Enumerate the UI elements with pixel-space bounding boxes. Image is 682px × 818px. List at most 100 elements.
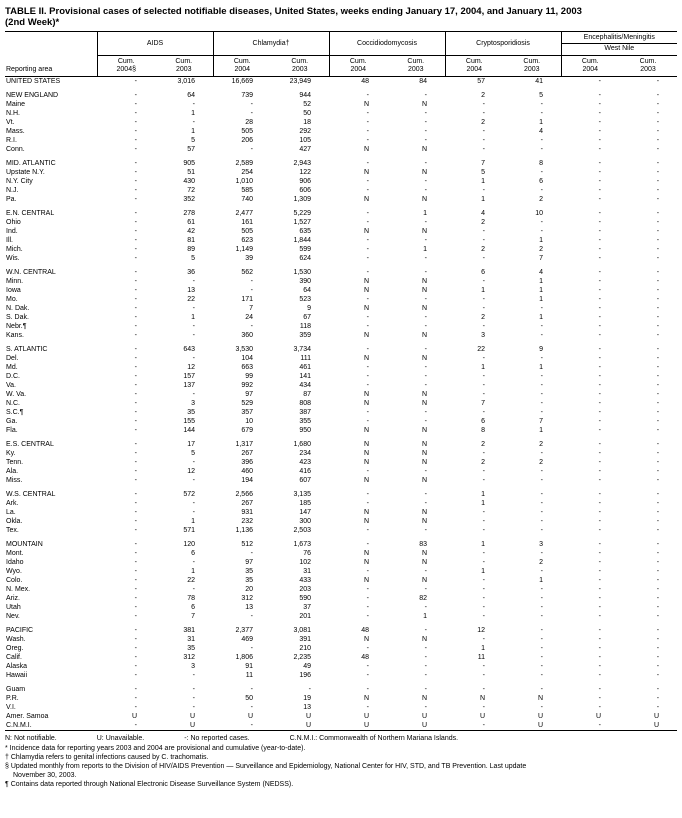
value-cell: - xyxy=(598,364,602,371)
value-cell: - xyxy=(656,577,660,584)
value-cell: 300 xyxy=(299,518,311,525)
value-cell: - xyxy=(540,604,544,611)
value-cell: 76 xyxy=(303,550,311,557)
table-row: N. Mex. - - 20 203 - - - - - - xyxy=(5,585,677,594)
column-subheader: Cum. 2004 xyxy=(560,55,620,77)
value-cell: 157 xyxy=(183,373,195,380)
value-cell: - xyxy=(656,314,660,321)
subheader-row: Cum. 2004§ Cum. 2003 Cum. 2004 Cum. 2003 Cum. 200… xyxy=(5,55,678,77)
column-group-header: Chlamydia† xyxy=(212,31,329,56)
value-cell: N xyxy=(363,169,369,176)
legend-item: U: Unavailable. xyxy=(96,735,145,742)
table-row: Ill. - 81 623 1,844 - - - 1 - - xyxy=(5,236,677,245)
value-cell: 1 xyxy=(423,210,428,217)
value-cell: N xyxy=(363,559,369,566)
value-cell: U xyxy=(537,722,544,729)
value-cell: - xyxy=(656,355,660,362)
value-cell: - xyxy=(598,169,602,176)
value-cell: - xyxy=(598,128,602,135)
value-cell: U xyxy=(131,713,137,720)
value-cell: - xyxy=(482,518,486,525)
reporting-area-cell: P.R. xyxy=(6,695,19,702)
value-cell: - xyxy=(250,645,253,652)
value-cell: 52 xyxy=(303,101,311,108)
value-cell: - xyxy=(540,568,544,575)
reporting-area-cell: Ill. xyxy=(6,237,13,244)
value-cell: 3 xyxy=(191,400,195,407)
value-cell: - xyxy=(656,146,660,153)
value-cell: - xyxy=(656,391,660,398)
reporting-area-cell: Amer. Samoa xyxy=(6,713,49,720)
value-cell: - xyxy=(598,101,602,108)
value-cell: - xyxy=(540,468,544,475)
value-cell: 267 xyxy=(241,500,253,507)
value-cell: - xyxy=(598,595,602,602)
value-cell: 2,235 xyxy=(293,654,311,661)
value-cell: - xyxy=(134,400,137,407)
value-cell: 78 xyxy=(187,595,195,602)
value-cell: - xyxy=(482,586,486,593)
value-cell: - xyxy=(598,613,602,620)
value-cell: N xyxy=(363,450,369,457)
value-cell: 19 xyxy=(303,695,311,702)
value-cell: - xyxy=(656,613,660,620)
value-cell: 9 xyxy=(307,305,311,312)
reporting-area-cell: N.Y. City xyxy=(6,178,33,185)
value-cell: - xyxy=(482,613,486,620)
table-row: P.R. - - 50 19 N N N N - - xyxy=(5,694,677,703)
value-cell: N xyxy=(363,518,369,525)
reporting-area-cell: MID. ATLANTIC xyxy=(6,160,56,167)
value-cell: - xyxy=(134,704,137,711)
table-row: Mass. - 1 505 292 - - - 4 - - xyxy=(5,127,677,136)
value-cell: - xyxy=(656,255,660,262)
value-cell: - xyxy=(134,613,137,620)
value-cell: - xyxy=(656,654,660,661)
value-cell: 13 xyxy=(245,604,253,611)
value-cell: 992 xyxy=(241,382,253,389)
value-cell: 4 xyxy=(539,269,544,276)
reporting-area-cell: Mont. xyxy=(6,550,24,557)
value-cell: - xyxy=(482,577,486,584)
value-cell: 739 xyxy=(241,92,253,99)
table-row: Fla. - 144 679 950 N N 8 1 - - xyxy=(5,426,677,435)
value-cell: 357 xyxy=(241,409,253,416)
value-cell: - xyxy=(134,527,137,534)
value-cell: - xyxy=(134,228,137,235)
reporting-area-cell: N.H. xyxy=(6,110,20,117)
footnote-line: § Updated monthly from reports to the Di… xyxy=(5,763,527,779)
value-cell: 391 xyxy=(299,636,311,643)
table-row: R.I. - 5 206 105 - - - - - - xyxy=(5,136,677,145)
value-cell: - xyxy=(250,686,253,693)
value-cell: 83 xyxy=(419,541,428,548)
value-cell: 906 xyxy=(299,178,311,185)
value-cell: - xyxy=(192,305,195,312)
reporting-area-cell: N.C. xyxy=(6,400,20,407)
value-cell: - xyxy=(540,613,544,620)
value-cell: - xyxy=(482,128,486,135)
value-cell: - xyxy=(134,219,137,226)
value-cell: - xyxy=(366,409,369,416)
value-cell: N xyxy=(363,441,369,448)
value-cell: - xyxy=(366,364,369,371)
value-cell: 1 xyxy=(191,314,195,321)
reporting-area-cell: N.J. xyxy=(6,187,19,194)
value-cell: - xyxy=(540,137,544,144)
value-cell: 99 xyxy=(245,373,253,380)
value-cell: - xyxy=(134,391,137,398)
column-subheader: Cum. 2003 xyxy=(619,55,678,77)
value-cell: N xyxy=(421,450,428,457)
reporting-area-cell: UNITED STATES xyxy=(6,78,61,85)
table-row: Wash. - 31 469 391 N N - - - - xyxy=(5,635,677,644)
value-cell: - xyxy=(134,672,137,679)
value-cell: 57 xyxy=(477,78,486,85)
value-cell: 1 xyxy=(481,364,486,371)
value-cell: 13 xyxy=(187,287,195,294)
column-subheader: Cum. 2003 xyxy=(503,55,562,77)
reporting-area-cell: S. Dak. xyxy=(6,314,29,321)
value-cell: - xyxy=(656,332,660,339)
value-cell: 312 xyxy=(183,654,195,661)
value-cell: 3,081 xyxy=(293,627,311,634)
value-cell: 1,530 xyxy=(293,269,311,276)
column-subheader: Cum. 2004§ xyxy=(96,55,155,77)
value-cell: 635 xyxy=(299,228,311,235)
